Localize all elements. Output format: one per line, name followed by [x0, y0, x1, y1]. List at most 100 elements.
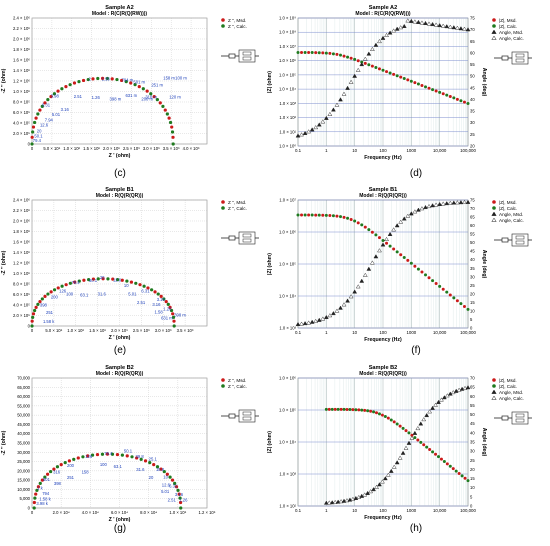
- y-tick-label: 10,000: [17, 487, 30, 492]
- y-tick-label: 65,000: [17, 385, 30, 390]
- frequency-label: 20: [149, 475, 154, 480]
- y-tick-label: 6.0 × 10⁵: [13, 292, 30, 297]
- data-point: [457, 471, 461, 475]
- data-point: [437, 201, 443, 206]
- data-point: [416, 438, 420, 442]
- data-point: [452, 96, 456, 100]
- data-point: [428, 447, 432, 451]
- data-point: [370, 64, 374, 68]
- data-point: [445, 290, 449, 294]
- data-point: [459, 302, 463, 306]
- data-point: [357, 408, 361, 412]
- data-point: [440, 23, 446, 28]
- data-point: [329, 500, 335, 505]
- data-point: [451, 200, 457, 205]
- data-point: [366, 266, 372, 271]
- data-point: [49, 469, 53, 474]
- data-point: [371, 487, 376, 492]
- data-point: [125, 279, 129, 283]
- data-point: [351, 408, 355, 412]
- y-axis-label: |Z| (ohm): [267, 71, 273, 93]
- legend-marker: [221, 378, 225, 382]
- y-right-axis-label: Angle (deg): [481, 250, 487, 279]
- data-point: [168, 305, 172, 309]
- y-tick-label: 1.0 × 10⁶: [279, 58, 296, 63]
- y-tick-label: 1.0 × 10³: [279, 472, 296, 477]
- x-axis-label: Frequency (Hz): [364, 155, 402, 161]
- data-point: [52, 467, 56, 471]
- data-point: [320, 316, 326, 321]
- frequency-label: 2: [88, 76, 91, 81]
- data-point: [395, 422, 399, 426]
- legend-marker: [491, 389, 497, 394]
- data-point: [32, 506, 36, 510]
- data-point: [115, 452, 120, 457]
- x-tick-label: 8.0 × 10⁴: [140, 510, 157, 515]
- y-tick-label: 25,000: [17, 459, 30, 464]
- data-point: [401, 23, 407, 28]
- data-point: [111, 277, 115, 281]
- data-point: [448, 464, 452, 468]
- data-point: [43, 475, 47, 479]
- data-point: [433, 402, 438, 407]
- data-point: [34, 116, 38, 120]
- data-point: [423, 20, 428, 25]
- data-point: [352, 73, 358, 78]
- data-point: [386, 416, 390, 420]
- data-point: [129, 280, 134, 284]
- legend-entry: Z '', Msd.: [228, 378, 246, 383]
- y-right-tick-label: 35: [470, 440, 475, 445]
- data-point: [163, 108, 167, 112]
- data-point: [134, 281, 138, 285]
- frequency-label: 1.58: [102, 76, 111, 81]
- chart-title: Sample A2: [105, 5, 133, 11]
- data-point: [426, 21, 432, 26]
- data-point: [341, 91, 347, 96]
- data-point: [33, 496, 37, 500]
- data-point: [330, 407, 334, 411]
- grid: [297, 17, 469, 147]
- frequency-label: 39.8: [136, 454, 145, 459]
- y-tick-label: 1.0 × 10⁹: [279, 16, 296, 21]
- y-right-tick-label: 15: [470, 476, 475, 481]
- data-point: [320, 119, 326, 124]
- data-point: [403, 445, 409, 450]
- y-right-tick-label: 10: [470, 485, 475, 490]
- data-point: [327, 111, 333, 116]
- data-point: [323, 115, 329, 120]
- data-point: [431, 279, 435, 283]
- data-point: [419, 206, 425, 211]
- chart-title: Sample B2: [369, 365, 398, 371]
- data-point: [179, 506, 183, 510]
- modulus-series: [296, 213, 470, 311]
- data-point: [155, 465, 160, 469]
- y-tick-label: 1.0 × 10⁰: [279, 144, 296, 149]
- data-point: [310, 213, 314, 217]
- legend-marker: [491, 35, 497, 40]
- y-tick-label: 2.0 × 10⁵: [13, 313, 30, 318]
- data-point: [91, 277, 96, 281]
- frequency-label: 398 m: [174, 313, 186, 318]
- data-point: [430, 21, 435, 27]
- legend-entry: |Z|, Msd.: [499, 378, 517, 383]
- data-point: [328, 214, 332, 218]
- frequency-label: 251: [46, 310, 54, 315]
- legend-entry: Z '', Calc.: [228, 206, 247, 211]
- data-point: [387, 231, 393, 236]
- panel-label: (c): [114, 168, 126, 179]
- legend-entry: Angle, Msd.: [499, 212, 523, 217]
- data-point: [316, 317, 322, 322]
- y-right-tick-label: 30: [470, 449, 475, 454]
- data-point: [299, 321, 304, 326]
- frequency-label: 158 m: [163, 75, 175, 80]
- data-point: [296, 213, 300, 217]
- y-tick-label: 1.0 × 10⁴: [279, 87, 296, 92]
- data-point: [375, 411, 379, 415]
- data-point: [33, 308, 37, 313]
- data-point: [52, 92, 57, 96]
- data-point: [309, 319, 315, 324]
- data-point: [392, 72, 396, 76]
